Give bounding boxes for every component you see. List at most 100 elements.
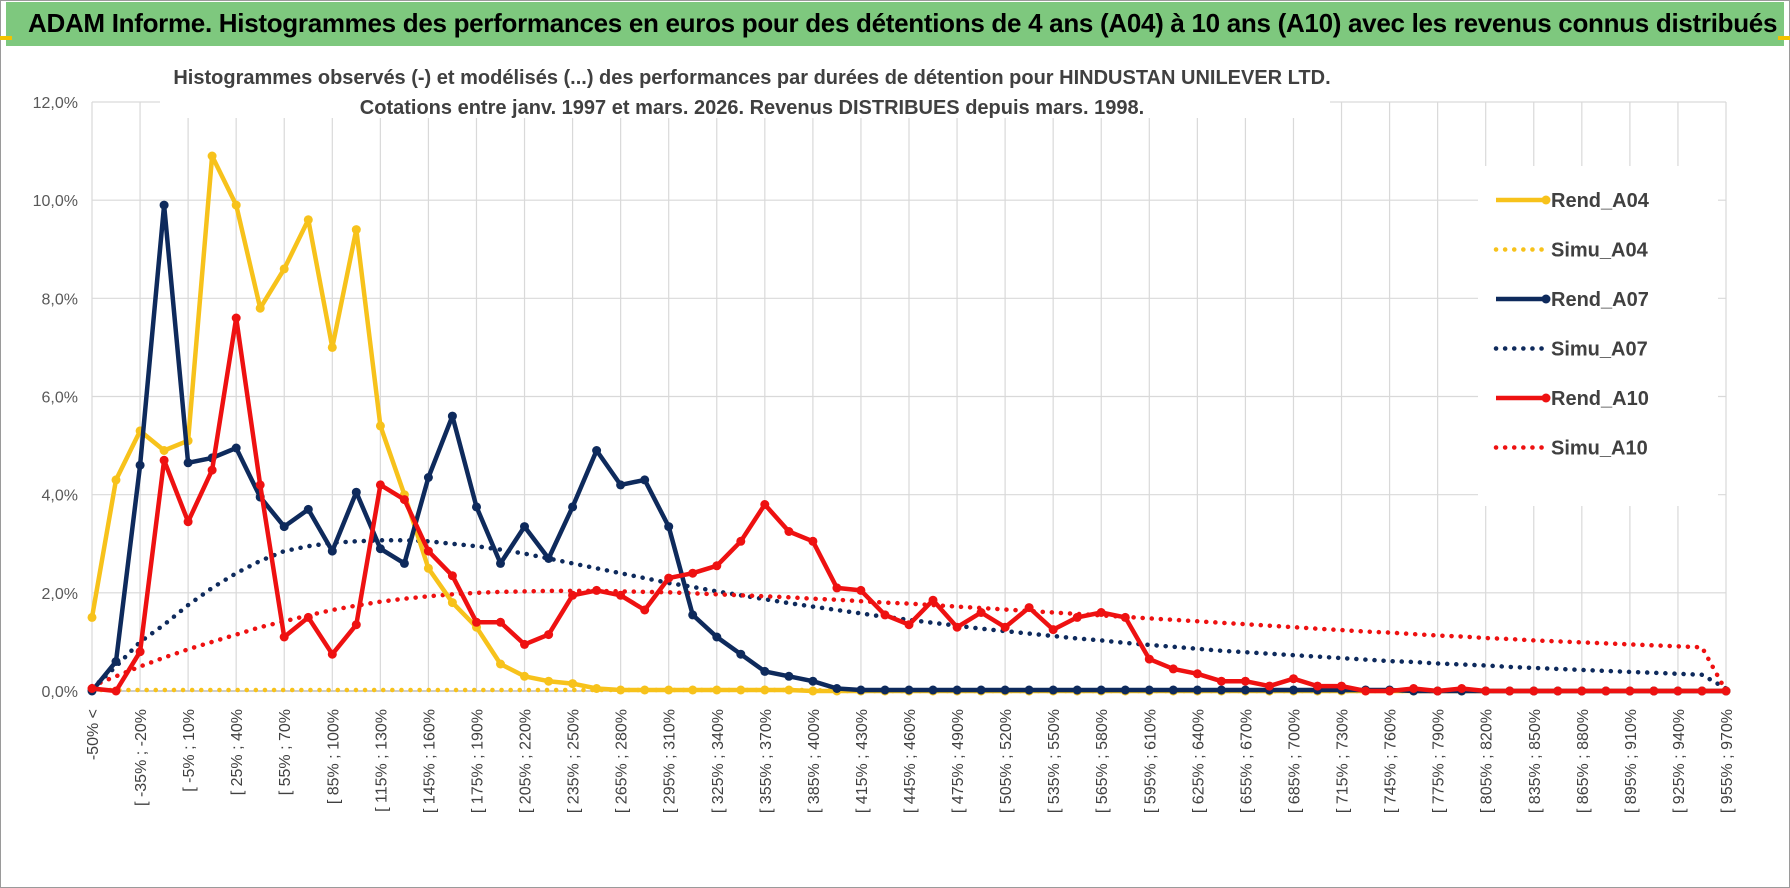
banner-title: ADAM Informe. Histogrammes des performan…	[28, 8, 1777, 39]
data-point	[304, 215, 313, 224]
x-tick-label: [ 655% ; 670%	[1238, 709, 1255, 813]
data-point	[1673, 687, 1682, 696]
legend-label: Rend_A04	[1551, 190, 1650, 212]
data-point	[832, 684, 841, 693]
data-point	[856, 586, 865, 595]
x-tick-label: [ 775% ; 790%	[1431, 709, 1448, 813]
y-axis-ticks: 0,0% 2,0% 4,0% 6,0% 8,0% 10,0% 12,0%	[33, 95, 78, 701]
data-point	[784, 672, 793, 681]
chart-title-line1: Histogrammes observés (-) et modélisés (…	[173, 67, 1330, 89]
x-tick-label: [ 115% ; 130%	[373, 709, 390, 812]
data-point	[1169, 686, 1178, 695]
data-point	[616, 480, 625, 489]
x-tick-label: [ 895% ; 910%	[1623, 709, 1640, 813]
data-point	[544, 677, 553, 686]
data-point	[352, 620, 361, 629]
data-point	[1698, 687, 1707, 696]
x-tick-label: -50% <	[85, 709, 102, 760]
data-point	[808, 687, 817, 696]
data-point	[424, 564, 433, 573]
x-tick-label: [ 445% ; 460%	[902, 709, 919, 813]
data-point	[1001, 623, 1010, 632]
x-tick-label: [ 265% ; 280%	[614, 709, 631, 813]
x-tick-label: [ 625% ; 640%	[1190, 709, 1207, 813]
y-tick-label: 8,0%	[42, 291, 78, 308]
data-point	[592, 586, 601, 595]
data-point	[808, 677, 817, 686]
data-point	[712, 633, 721, 642]
data-point	[929, 596, 938, 605]
data-point	[232, 444, 241, 453]
data-point	[352, 225, 361, 234]
data-point	[664, 574, 673, 583]
data-point	[568, 679, 577, 688]
x-tick-label: [ 145% ; 160%	[421, 709, 438, 813]
histogram-chart: 0,0% 2,0% 4,0% 6,0% 8,0% 10,0% 12,0% -50% < [ -…	[0, 46, 1790, 888]
data-point	[688, 686, 697, 695]
data-point	[88, 613, 97, 622]
data-point	[1649, 687, 1658, 696]
data-point	[760, 500, 769, 509]
data-point	[424, 547, 433, 556]
legend-label: Simu_A10	[1551, 438, 1648, 460]
data-point	[640, 686, 649, 695]
data-point	[1241, 677, 1250, 686]
legend-label: Rend_A10	[1551, 388, 1649, 410]
data-point	[88, 684, 97, 693]
data-point	[496, 660, 505, 669]
data-point	[496, 618, 505, 627]
legend-marker	[1542, 196, 1551, 205]
y-tick-label: 10,0%	[33, 193, 78, 210]
x-tick-label: [ -5% ; 10%	[181, 709, 198, 792]
data-point	[640, 606, 649, 615]
data-point	[136, 647, 145, 656]
data-point	[208, 152, 217, 161]
data-point	[664, 522, 673, 531]
data-point	[328, 343, 337, 352]
data-point	[1241, 686, 1250, 695]
x-axis-ticks: -50% < [ -35% ; -20% [ -5% ; 10% [ 25% ; 40…	[85, 709, 1736, 813]
data-point	[568, 502, 577, 511]
data-point	[1265, 682, 1274, 691]
legend-marker	[1542, 394, 1551, 403]
data-point	[328, 650, 337, 659]
data-point	[977, 686, 986, 695]
data-point	[160, 456, 169, 465]
x-tick-label: [ -35% ; -20%	[133, 709, 150, 806]
x-tick-label: [ 55% ; 70%	[277, 709, 294, 795]
data-point	[760, 686, 769, 695]
data-point	[1025, 686, 1034, 695]
data-point	[784, 527, 793, 536]
title-banner: ADAM Informe. Histogrammes des performan…	[6, 2, 1784, 46]
data-point	[160, 201, 169, 210]
data-point	[1097, 686, 1106, 695]
data-point	[496, 559, 505, 568]
data-point	[1577, 687, 1586, 696]
data-point	[977, 608, 986, 617]
data-point	[592, 684, 601, 693]
data-point	[1169, 664, 1178, 673]
y-tick-label: 2,0%	[42, 586, 78, 603]
data-point	[736, 650, 745, 659]
data-point	[472, 502, 481, 511]
data-point	[304, 505, 313, 514]
x-tick-label: [ 925% ; 940%	[1671, 709, 1688, 813]
data-point	[1097, 608, 1106, 617]
data-point	[1289, 686, 1298, 695]
data-point	[1337, 682, 1346, 691]
y-tick-label: 12,0%	[33, 95, 78, 112]
data-point	[592, 446, 601, 455]
data-point	[881, 686, 890, 695]
x-tick-label: [ 565% ; 580%	[1094, 709, 1111, 813]
x-tick-label: [ 235% ; 250%	[566, 709, 583, 813]
data-point	[1481, 687, 1490, 696]
x-tick-label: [ 205% ; 220%	[518, 709, 535, 813]
data-point	[1289, 674, 1298, 683]
data-point	[232, 314, 241, 323]
data-point	[1145, 686, 1154, 695]
data-point	[136, 461, 145, 470]
data-point	[520, 640, 529, 649]
legend: Rend_A04Simu_A04Rend_A07Simu_A07Rend_A10…	[1478, 166, 1718, 506]
data-point	[1553, 687, 1562, 696]
data-point	[664, 686, 673, 695]
